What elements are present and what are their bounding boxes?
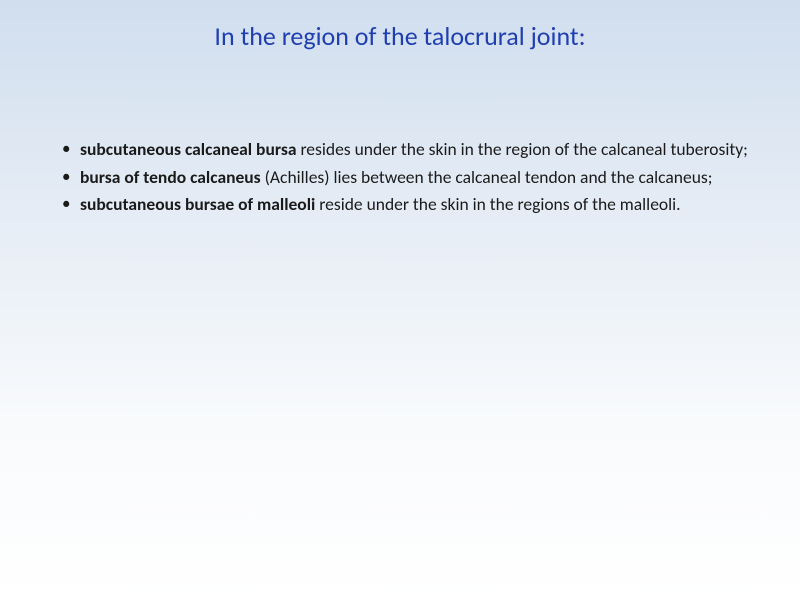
slide-content: subcutaneous calcaneal bursa resides und…: [56, 138, 760, 221]
list-item: bursa of tendo calcaneus (Achilles) lies…: [56, 166, 760, 190]
list-item: subcutaneous bursae of malleoli reside u…: [56, 193, 760, 217]
bullet-text: (Achilles) lies between the calcaneal te…: [265, 166, 713, 188]
slide: In the region of the talocrural joint: s…: [0, 0, 800, 600]
slide-title: In the region of the talocrural joint:: [0, 20, 800, 52]
list-item: subcutaneous calcaneal bursa resides und…: [56, 138, 760, 162]
bullet-text: reside under the skin in the regions of …: [319, 193, 680, 215]
bullet-bold: bursa of tendo calcaneus: [80, 166, 265, 188]
bullet-list: subcutaneous calcaneal bursa resides und…: [56, 138, 760, 217]
bullet-bold: subcutaneous bursae of malleoli: [80, 193, 319, 215]
bullet-text: resides under the skin in the region of …: [300, 138, 747, 160]
bullet-bold: subcutaneous calcaneal bursa: [80, 138, 300, 160]
